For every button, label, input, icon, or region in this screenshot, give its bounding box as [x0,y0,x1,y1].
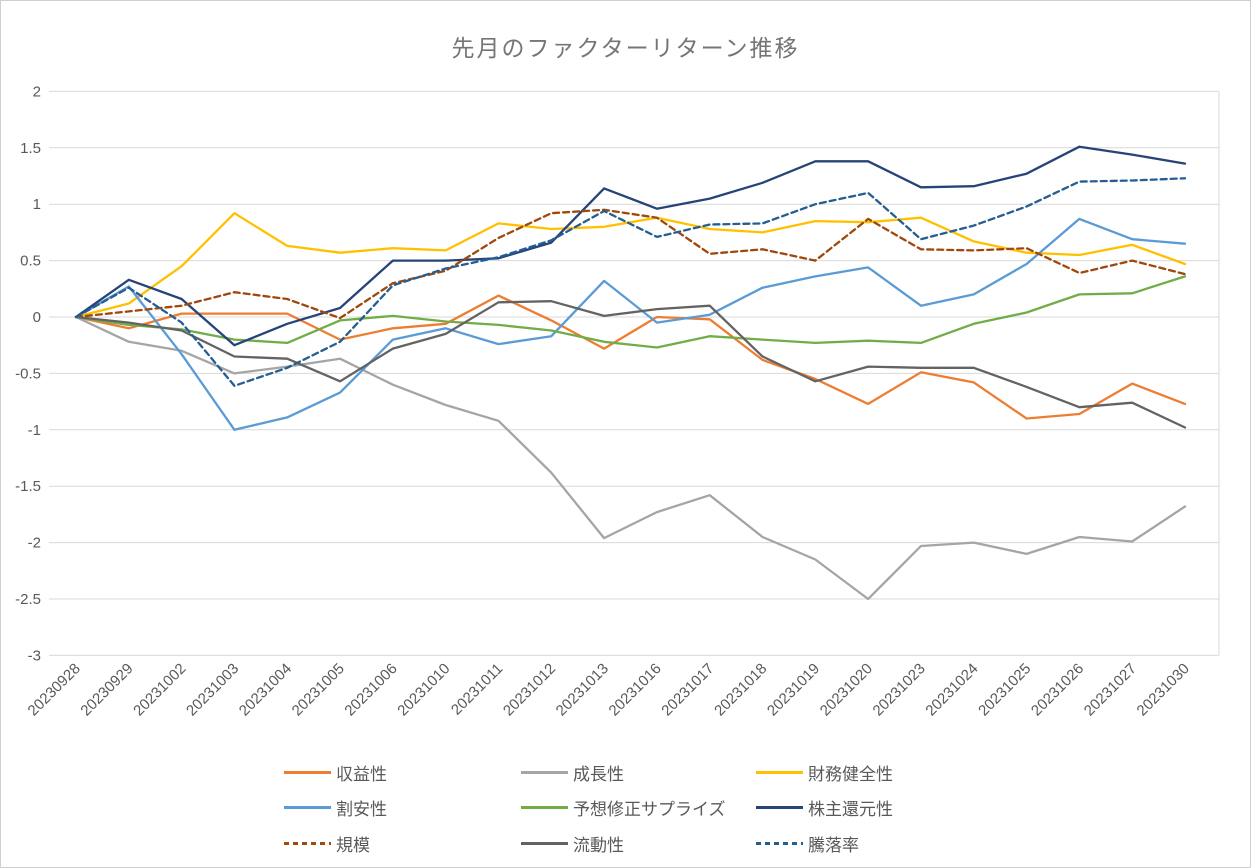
y-tick-label: 0.5 [20,253,41,270]
y-tick-label: -0.5 [15,365,41,382]
y-tick-label: 1 [33,196,41,213]
x-tick-label: 20231023 [870,660,929,719]
x-tick-label: 20231026 [1028,660,1087,719]
y-tick-label: 1.5 [20,140,41,157]
x-tick-label: 20231004 [236,660,295,719]
x-tick-label: 20231016 [606,660,665,719]
x-tick-label: 20231020 [817,660,876,719]
x-tick-label: 20231013 [553,660,612,719]
y-tick-label: -1 [28,422,41,439]
x-tick-label: 20231030 [1134,660,1193,719]
x-tick-label: 20231012 [500,660,559,719]
factor-return-chart: 先月のファクターリターン推移 21.510.50-0.5-1-1.5-2-2.5… [0,0,1251,868]
y-tick-label: -1.5 [15,478,41,495]
x-tick-label: 20231006 [341,660,400,719]
x-tick-label: 20231018 [711,660,770,719]
x-tick-label: 20231017 [658,660,717,719]
x-tick-label: 20231024 [922,660,981,719]
x-tick-label: 20231011 [448,660,506,718]
series-line-株主還元性 [76,147,1185,346]
series-line-成長性 [76,317,1185,599]
y-tick-label: 0 [33,309,41,326]
y-tick-label: 2 [33,83,41,100]
x-tick-label: 20231010 [394,660,453,719]
x-tick-label: 20231027 [1081,660,1140,719]
y-tick-label: -2.5 [15,591,41,608]
x-tick-label: 20230928 [25,660,84,719]
x-tick-label: 20231025 [975,660,1034,719]
series-line-騰落率 [76,178,1185,385]
plot-area: 2 1.5 1 0.5 0 -0.5 -1 -1.5 -2 -2.5 -32023092820230… [1,1,1250,867]
y-tick-label: -3 [28,647,41,664]
x-tick-label: 20231005 [289,660,348,719]
x-tick-label: 20231002 [130,660,189,719]
series-line-流動性 [76,301,1185,427]
x-tick-label: 20231003 [183,660,242,719]
y-tick-label: -2 [28,535,41,552]
x-tick-label: 20230929 [77,660,136,719]
x-tick-label: 20231019 [764,660,823,719]
